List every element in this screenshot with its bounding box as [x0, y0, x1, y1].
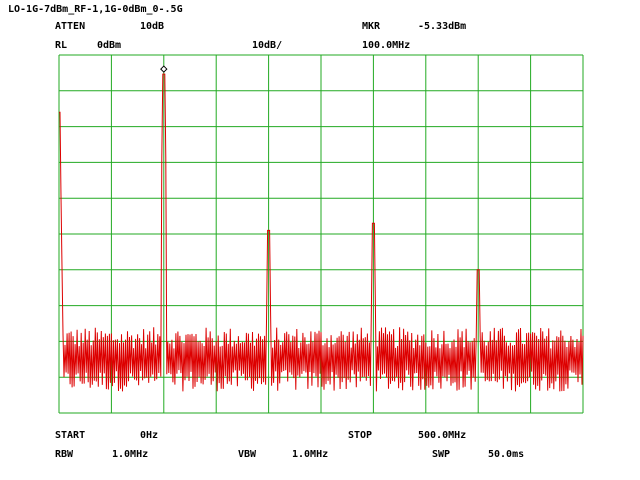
rl-label: RL	[55, 40, 68, 51]
marker-point	[160, 65, 168, 73]
atten-label: ATTEN	[55, 21, 86, 32]
scale-value: 10dB/	[252, 40, 283, 51]
rbw-label: RBW	[55, 449, 74, 460]
marker-diamond	[160, 65, 168, 73]
spectrum-trace	[59, 73, 584, 392]
stop-label: STOP	[348, 430, 373, 441]
trace-title: LO-1G-7dBm_RF-1,1G-0dBm_0-.5G	[8, 4, 183, 15]
start-label: START	[55, 430, 86, 441]
swp-label: SWP	[432, 449, 451, 460]
start-value: 0Hz	[140, 430, 159, 441]
swp-value: 50.0ms	[488, 449, 525, 460]
mkr-label: MKR	[362, 21, 381, 32]
rbw-value: 1.0MHz	[112, 449, 149, 460]
vbw-label: VBW	[238, 449, 257, 460]
stop-value: 500.0MHz	[418, 430, 467, 441]
mkr-frequency: 100.0MHz	[362, 40, 411, 51]
mkr-value: -5.33dBm	[418, 21, 467, 32]
atten-value: 10dB	[140, 21, 165, 32]
vbw-value: 1.0MHz	[292, 449, 329, 460]
rl-value: 0dBm	[97, 40, 122, 51]
